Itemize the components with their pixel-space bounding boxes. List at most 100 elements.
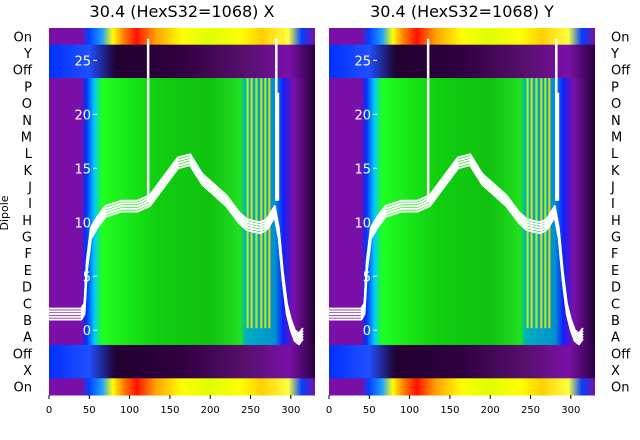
row-label: M <box>611 130 622 145</box>
heat-row-16 <box>49 294 315 313</box>
heat-row-1 <box>49 44 315 62</box>
row-label: P <box>24 80 32 95</box>
row-label: X <box>23 364 32 379</box>
row-label: B <box>611 314 620 329</box>
row-label: On <box>14 30 32 45</box>
stripe-artifact <box>548 78 551 329</box>
stripe-artifact <box>260 78 263 329</box>
row-label: X <box>611 364 620 379</box>
overlay-tick-label: 25 <box>354 54 371 69</box>
overlay-tick-label: 10 <box>354 216 371 231</box>
panel-x: 30.4 (HexS32=1068) X Dipole OnYOffPONMLK… <box>0 2 315 416</box>
stripe-artifact <box>264 78 267 329</box>
row-label: E <box>611 264 619 279</box>
row-label: B <box>23 314 32 329</box>
row-label: N <box>611 114 621 129</box>
x-ticks: 0 50 100 150 200 250 300 <box>326 395 580 416</box>
x-tick-label: 50 <box>363 405 376 416</box>
row-label: N <box>22 114 32 129</box>
stripe-artifact <box>544 78 547 329</box>
overlay-tick-label: 10 <box>74 216 91 231</box>
row-label: M <box>21 130 32 145</box>
overlay-tick-label: 20 <box>354 108 371 123</box>
row-label: G <box>22 231 32 246</box>
x-tick-label: 50 <box>83 405 96 416</box>
row-label: J <box>610 180 615 195</box>
row-label: A <box>23 331 32 346</box>
row-label: I <box>611 197 615 212</box>
row-label: I <box>28 197 32 212</box>
x-tick-label: 150 <box>160 405 179 416</box>
row-label: L <box>25 147 33 162</box>
row-label: J <box>27 180 32 195</box>
row-label: On <box>611 381 629 396</box>
overlay-tick-label: 0 <box>83 324 91 339</box>
stripe-artifact <box>268 78 271 329</box>
overlay-tick-label: 15 <box>74 162 91 177</box>
row-label: E <box>24 264 32 279</box>
overlay-series <box>329 38 584 346</box>
heat-row-1 <box>329 44 595 62</box>
stripe-artifact <box>540 78 543 329</box>
chart-title: 30.4 (HexS32=1068) X <box>90 2 275 21</box>
heat-row-20 <box>329 361 595 379</box>
overlay-tick-label: 0 <box>363 324 371 339</box>
row-label: Off <box>611 64 631 79</box>
panel-y: 30.4 (HexS32=1068) Y OnYOffPONMLKJIHGFED… <box>326 2 631 416</box>
row-label: On <box>611 30 629 45</box>
stripe-artifact <box>526 78 529 329</box>
heat-row-18 <box>49 328 315 346</box>
x-tick-label: 0 <box>46 405 52 416</box>
row-label: K <box>23 164 32 179</box>
heat-row-19 <box>329 344 595 363</box>
row-label: C <box>23 297 32 312</box>
heat-row-16 <box>329 294 595 313</box>
x-tick-label: 0 <box>326 405 332 416</box>
row-label: O <box>611 97 621 112</box>
overlay-tick-label: 20 <box>74 108 91 123</box>
stripe-artifact <box>250 78 253 329</box>
x-tick-label: 100 <box>400 405 419 416</box>
heat-row-0 <box>49 28 315 46</box>
stripe-artifact <box>255 78 258 329</box>
overlay-trace <box>329 153 584 335</box>
heatmap <box>329 28 595 396</box>
row-label: H <box>611 214 621 229</box>
heat-row-20 <box>49 361 315 379</box>
row-label: Y <box>610 47 619 62</box>
row-label: F <box>611 247 618 262</box>
heat-row-2 <box>329 61 595 79</box>
chart-title: 30.4 (HexS32=1068) Y <box>370 2 554 21</box>
y-axis-label: Dipole <box>0 195 11 230</box>
x-tick-label: 250 <box>521 405 540 416</box>
row-label: H <box>22 214 32 229</box>
row-label: Off <box>13 347 33 362</box>
row-label: P <box>611 80 619 95</box>
row-label: D <box>611 281 621 296</box>
stripe-artifact <box>535 78 538 329</box>
row-label: C <box>611 297 620 312</box>
row-label: L <box>611 147 619 162</box>
row-label: D <box>22 281 32 296</box>
heat-row-2 <box>49 61 315 79</box>
x-tick-label: 250 <box>241 405 260 416</box>
x-ticks: 0 50 100 150 200 250 300 <box>46 395 300 416</box>
row-label: G <box>611 231 621 246</box>
row-label: Y <box>23 47 32 62</box>
overlay-tick-label: 15 <box>354 162 371 177</box>
x-tick-label: 300 <box>281 405 300 416</box>
heat-row-21 <box>49 378 315 396</box>
row-label: A <box>611 331 620 346</box>
row-label: F <box>25 247 32 262</box>
overlay-tick-label: 25 <box>74 54 91 69</box>
overlay-series <box>49 38 304 346</box>
stripe-artifact <box>530 78 533 329</box>
heat-row-19 <box>49 344 315 363</box>
stripe-artifact <box>246 78 249 329</box>
x-tick-label: 300 <box>561 405 580 416</box>
x-tick-label: 200 <box>481 405 500 416</box>
overlay-trace <box>49 153 304 335</box>
